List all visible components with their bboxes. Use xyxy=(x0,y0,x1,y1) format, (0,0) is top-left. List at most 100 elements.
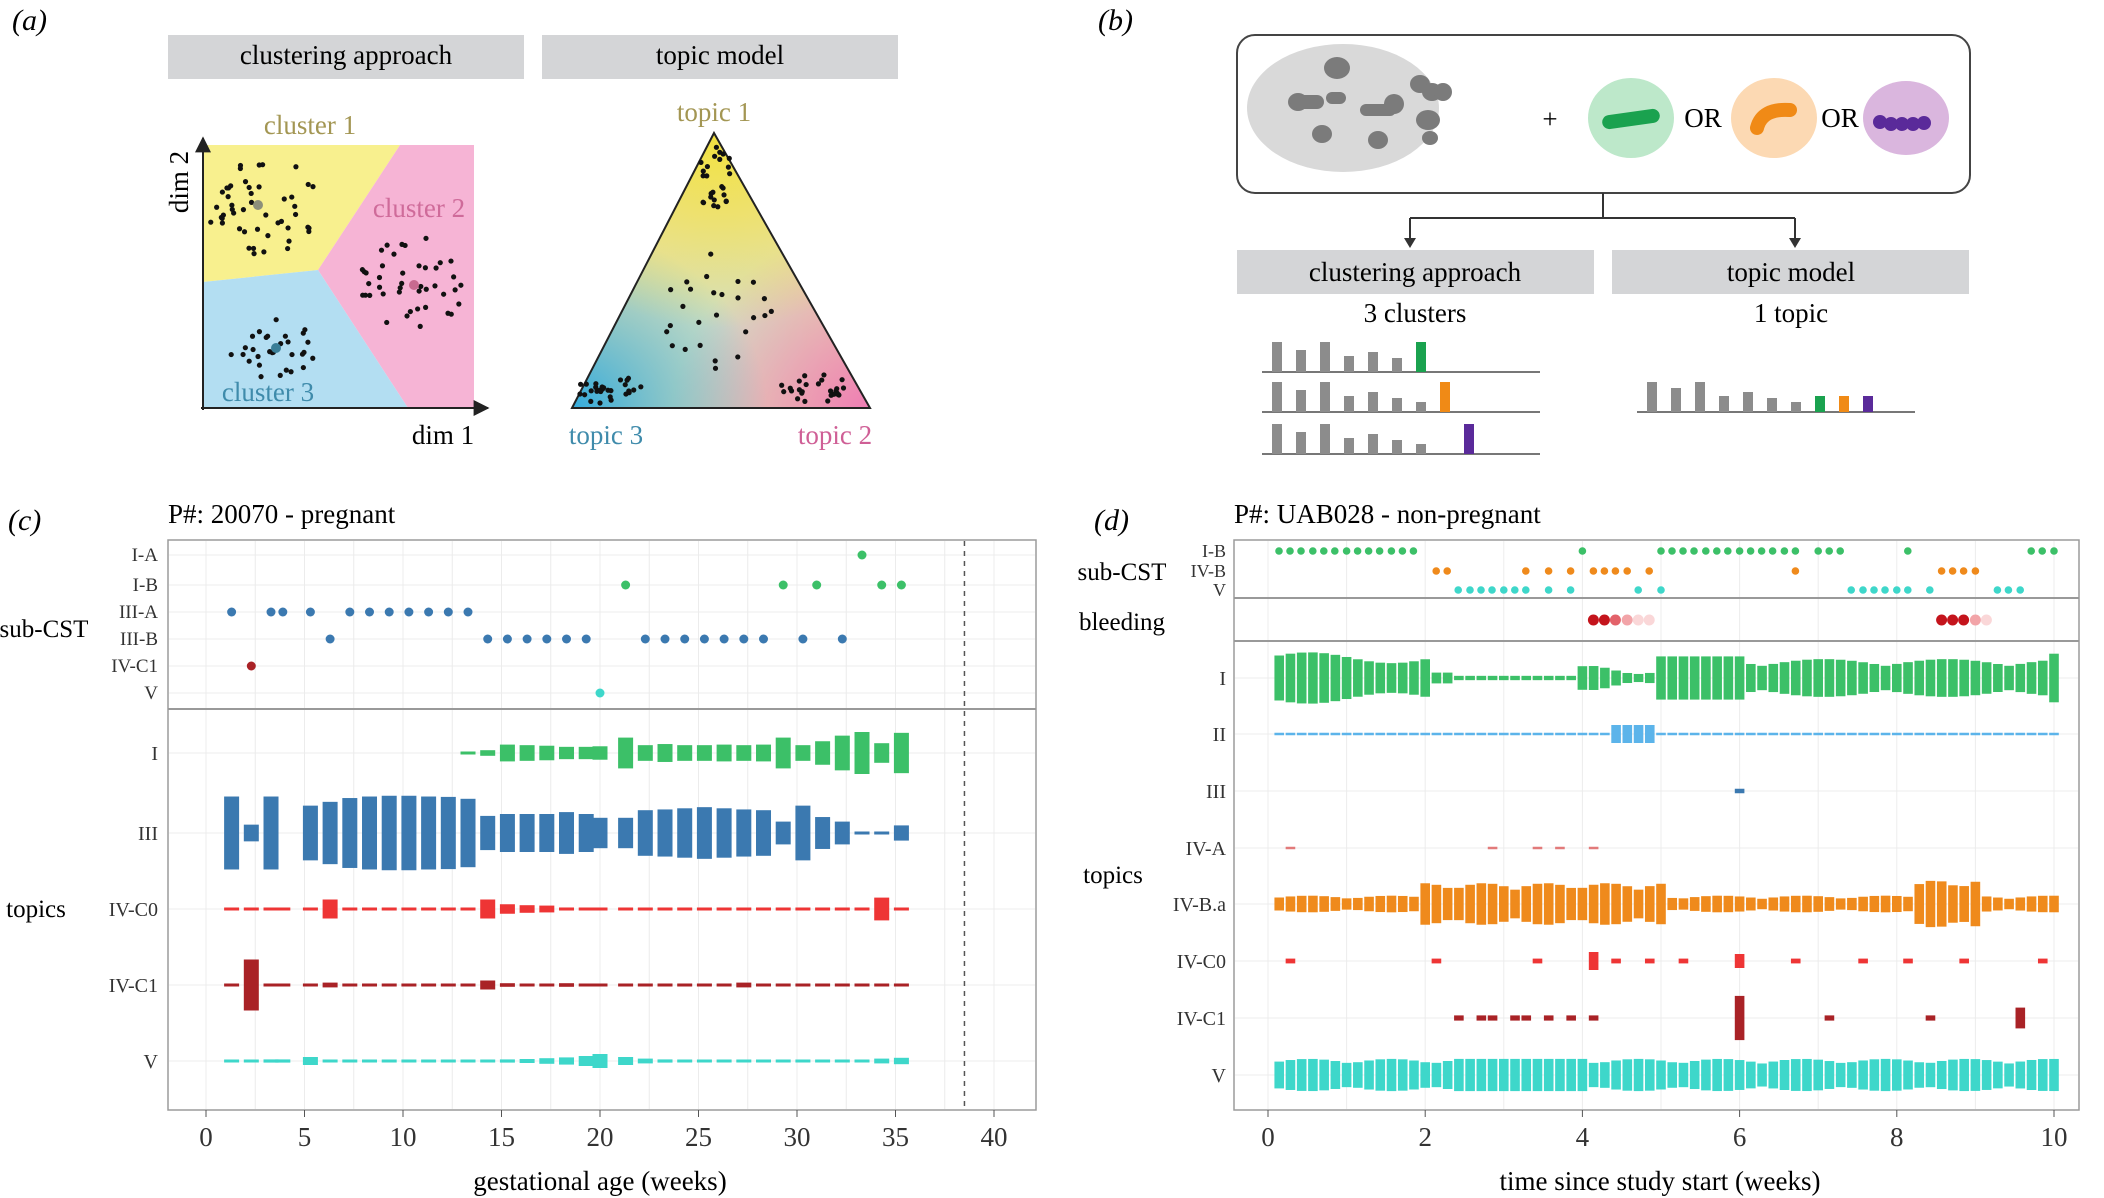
simplex-point xyxy=(700,173,706,179)
subcst-point-iii-a xyxy=(365,607,375,617)
chart-d-topics-label: topics xyxy=(1083,862,1143,889)
subcst-point-v xyxy=(1926,586,1934,594)
topic-bar-v xyxy=(893,1057,909,1065)
simplex-point xyxy=(664,329,670,335)
topic-bar-v xyxy=(1285,1060,1296,1090)
topic-bar-v xyxy=(1330,1061,1341,1089)
topic-bar-v xyxy=(1903,1060,1913,1090)
topic-bar-iv-c1 xyxy=(834,983,850,987)
subcst-point-v xyxy=(1859,586,1867,594)
topic-bar-v xyxy=(539,1058,555,1064)
subcst-point-i-b xyxy=(1578,547,1587,555)
topic-bar-ii xyxy=(1903,732,1913,736)
topic-bar-iv-b.a xyxy=(1869,895,1880,913)
bleeding-point xyxy=(1947,614,1959,626)
topic-bar-v xyxy=(2015,1061,2026,1089)
topic-bar-iv-c1 xyxy=(657,983,673,987)
subcst-point-iv-c1 xyxy=(246,661,256,671)
topic-bar-i xyxy=(618,737,634,769)
cluster-3-point xyxy=(305,339,311,345)
profile-bar xyxy=(1767,398,1777,412)
topic-bar-iv-c0 xyxy=(263,907,279,911)
simplex-point xyxy=(682,346,688,352)
topic-bar-i xyxy=(559,746,575,760)
subcst-point-i-b xyxy=(1690,547,1698,555)
subcst-point-i-b xyxy=(1768,547,1777,555)
cluster-1-point xyxy=(292,203,298,209)
cluster-1-point xyxy=(293,164,299,170)
topic-bar-iv-b.a xyxy=(1892,895,1902,913)
simplex-point xyxy=(708,194,714,200)
panel-b: (b) + OR OR xyxy=(1098,4,1971,455)
topic-bar-iii xyxy=(736,809,752,857)
topic-bar-i xyxy=(1701,656,1711,700)
simplex-point xyxy=(704,173,710,179)
x-tick-label: 0 xyxy=(1261,1122,1275,1152)
subcst-point-i-b xyxy=(1757,547,1766,555)
profile-bar xyxy=(1392,398,1402,412)
subcst-point-i-b xyxy=(1275,547,1283,555)
bleeding-point xyxy=(1936,614,1948,626)
topic-bar-iii xyxy=(440,796,456,870)
x-tick-label: 2 xyxy=(1418,1122,1432,1152)
cluster-2-label: cluster 2 xyxy=(373,193,465,223)
topic-bar-iv-b.a xyxy=(1341,898,1352,910)
topic-bar-v xyxy=(440,1059,456,1063)
simplex-point xyxy=(713,144,720,150)
topic-bar-v xyxy=(1667,1062,1678,1088)
topic-bar-ii xyxy=(1543,732,1554,736)
topic-bar-ii xyxy=(1959,732,1969,736)
topic-bar-iv-b.a xyxy=(1948,885,1958,923)
topic-bar-i xyxy=(1993,663,2003,693)
subcst-point-i-b xyxy=(877,580,887,590)
cluster-2-region xyxy=(318,145,474,408)
profile-bar xyxy=(1368,434,1378,454)
cluster-1-point xyxy=(256,162,262,168)
topic-bar-iii xyxy=(480,815,496,851)
arrow-right xyxy=(1789,238,1801,248)
subcst-point-iii-a xyxy=(305,607,315,617)
cluster-1-point xyxy=(214,204,220,210)
topic-bar-iv-c0 xyxy=(637,907,653,911)
topic-bar-v xyxy=(1487,1058,1498,1092)
topic-bar-v xyxy=(480,1059,496,1063)
cluster-2-point xyxy=(404,313,410,319)
subcst-point-iv-b xyxy=(1791,567,1800,575)
topic-bar-iv-b.a xyxy=(1880,895,1891,913)
cluster-3-point xyxy=(273,317,279,323)
topic-bar-iii xyxy=(716,808,732,858)
cluster-2-point xyxy=(423,235,429,241)
subcst-point-iii-a xyxy=(227,607,237,617)
topic-bar-ii xyxy=(1712,732,1722,736)
topic-bar-iv-c1 xyxy=(263,983,279,987)
topic-bar-i xyxy=(1308,652,1318,704)
x-tick-label: 10 xyxy=(390,1122,417,1152)
chart-c-topics-label: topics xyxy=(6,896,66,923)
simplex-point xyxy=(839,377,845,383)
chart-d-frame xyxy=(1233,539,2080,1111)
subcst-point-iii-a xyxy=(384,607,394,617)
topic-bar-iv-c1 xyxy=(1734,995,1745,1041)
subcst-tick-label: IV-C1 xyxy=(111,656,158,677)
topic-bar-i xyxy=(2004,665,2014,691)
topic-bar-iv-c0 xyxy=(1678,958,1689,964)
topic-bar-i xyxy=(480,750,496,756)
topic-bar-v xyxy=(795,1059,811,1063)
topic-bar-iv-b.a xyxy=(1465,884,1475,924)
simplex-point xyxy=(781,389,787,395)
topic-bar-iv-b.a xyxy=(1442,887,1453,921)
topic-bar-i xyxy=(1936,659,1947,697)
topic-bar-v xyxy=(421,1059,437,1063)
cluster-2-point xyxy=(432,283,438,289)
topic-bar-ii xyxy=(1892,732,1902,736)
topic-caption: 1 topic xyxy=(1754,298,1828,328)
cluster-2-point xyxy=(452,287,458,293)
profile-bar xyxy=(1368,352,1378,372)
cluster-1-point xyxy=(254,226,261,232)
subcst-point-i-b xyxy=(896,580,906,590)
topic-bar-iv-c0 xyxy=(499,904,515,914)
topic-bar-iv-c0 xyxy=(756,907,772,911)
topic-bar-iv-c1 xyxy=(1925,1015,1936,1021)
cluster-2-point xyxy=(422,304,429,310)
topic-bar-iv-c1 xyxy=(499,983,515,987)
